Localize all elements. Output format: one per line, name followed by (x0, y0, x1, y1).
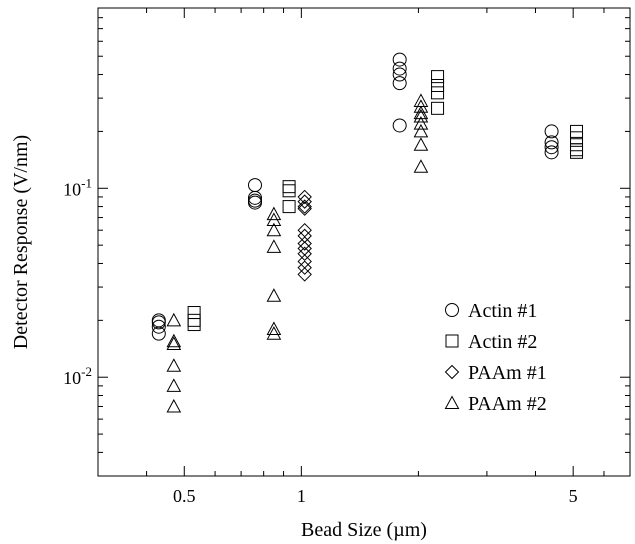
data-point-circle (247, 195, 262, 210)
data-point-diamond (297, 189, 312, 205)
data-point-circle (392, 67, 407, 82)
data-point-square (570, 143, 584, 157)
data-point-diamond (297, 201, 312, 216)
data-point-triangle (166, 398, 182, 413)
data-point-diamond (297, 267, 312, 282)
data-point-triangle (166, 378, 182, 392)
data-points (151, 52, 584, 413)
data-point-diamond (297, 260, 312, 275)
x-tick-label: 1 (297, 486, 306, 506)
data-point-circle (247, 190, 262, 205)
data-point-circle (544, 124, 559, 139)
y-tick-label: 10-2 (63, 364, 92, 388)
series-diamond (297, 189, 312, 282)
legend-marker-diamond (444, 364, 460, 380)
data-point-circle (392, 52, 407, 67)
legend-label: Actin #2 (468, 331, 537, 353)
data-point-triangle (413, 108, 429, 123)
data-point-diamond (297, 241, 312, 256)
data-point-square (431, 101, 445, 115)
legend-label: PAAm #1 (468, 362, 547, 384)
x-tick-label: 5 (569, 486, 578, 506)
y-axis-label: Detector Response (V/nm) (10, 135, 32, 349)
data-point-triangle (166, 336, 182, 350)
data-point-circle (544, 135, 559, 150)
data-point-square (187, 306, 201, 320)
data-point-square (431, 70, 445, 84)
data-point-diamond (297, 222, 312, 238)
data-point-square (282, 180, 296, 194)
x-axis-label: Bead Size (µm) (301, 519, 427, 541)
data-point-triangle (413, 159, 429, 173)
legend-label: PAAm #2 (468, 393, 547, 415)
y-tick-label: 10-1 (63, 175, 92, 199)
data-point-triangle (166, 358, 182, 372)
series-circle (151, 52, 559, 341)
data-point-triangle (266, 212, 282, 226)
data-point-circle (151, 319, 166, 334)
legend: Actin #1 Actin #2 PAAm #1 PAAm #2 (444, 300, 547, 415)
tick-labels: 0.5 1 5 10-2 10-1 (63, 175, 578, 506)
data-point-square (282, 200, 296, 214)
data-point-diamond (297, 228, 312, 244)
data-point-circle (392, 61, 407, 76)
data-point-square (187, 313, 201, 327)
data-point-circle (151, 313, 166, 328)
data-point-diamond (297, 246, 312, 262)
x-tick-label: 0.5 (173, 486, 196, 506)
axis-ticks (97, 7, 631, 477)
data-point-triangle (266, 206, 282, 221)
data-point-square (187, 318, 201, 332)
data-point-triangle (413, 116, 429, 130)
data-point-square (431, 86, 445, 100)
data-point-square (431, 78, 445, 92)
data-point-triangle (166, 312, 182, 327)
data-point-triangle (413, 105, 429, 120)
data-point-triangle (266, 321, 282, 336)
data-point-diamond (297, 194, 312, 209)
data-point-triangle (166, 333, 182, 348)
data-point-circle (544, 145, 559, 160)
data-point-square (282, 184, 296, 198)
data-point-circle (392, 118, 407, 133)
legend-marker-square (445, 334, 459, 348)
legend-label: Actin #1 (468, 300, 537, 322)
data-point-circle (392, 76, 407, 91)
data-point-square (570, 138, 584, 152)
data-point-triangle (266, 222, 282, 237)
series-triangle (166, 93, 429, 413)
data-point-triangle (266, 239, 282, 253)
plot-frame (97, 7, 631, 477)
data-point-square (570, 145, 584, 159)
data-point-triangle (413, 123, 429, 138)
legend-marker-triangle (444, 395, 460, 410)
legend-marker-circle (445, 303, 459, 317)
data-point-triangle (413, 99, 429, 113)
data-point-triangle (413, 137, 429, 151)
data-point-circle (544, 140, 559, 155)
data-point-diamond (297, 199, 312, 214)
data-point-triangle (266, 326, 282, 340)
data-point-triangle (266, 288, 282, 302)
data-point-diamond (297, 236, 312, 251)
series-square (187, 70, 584, 332)
data-point-circle (247, 178, 262, 193)
